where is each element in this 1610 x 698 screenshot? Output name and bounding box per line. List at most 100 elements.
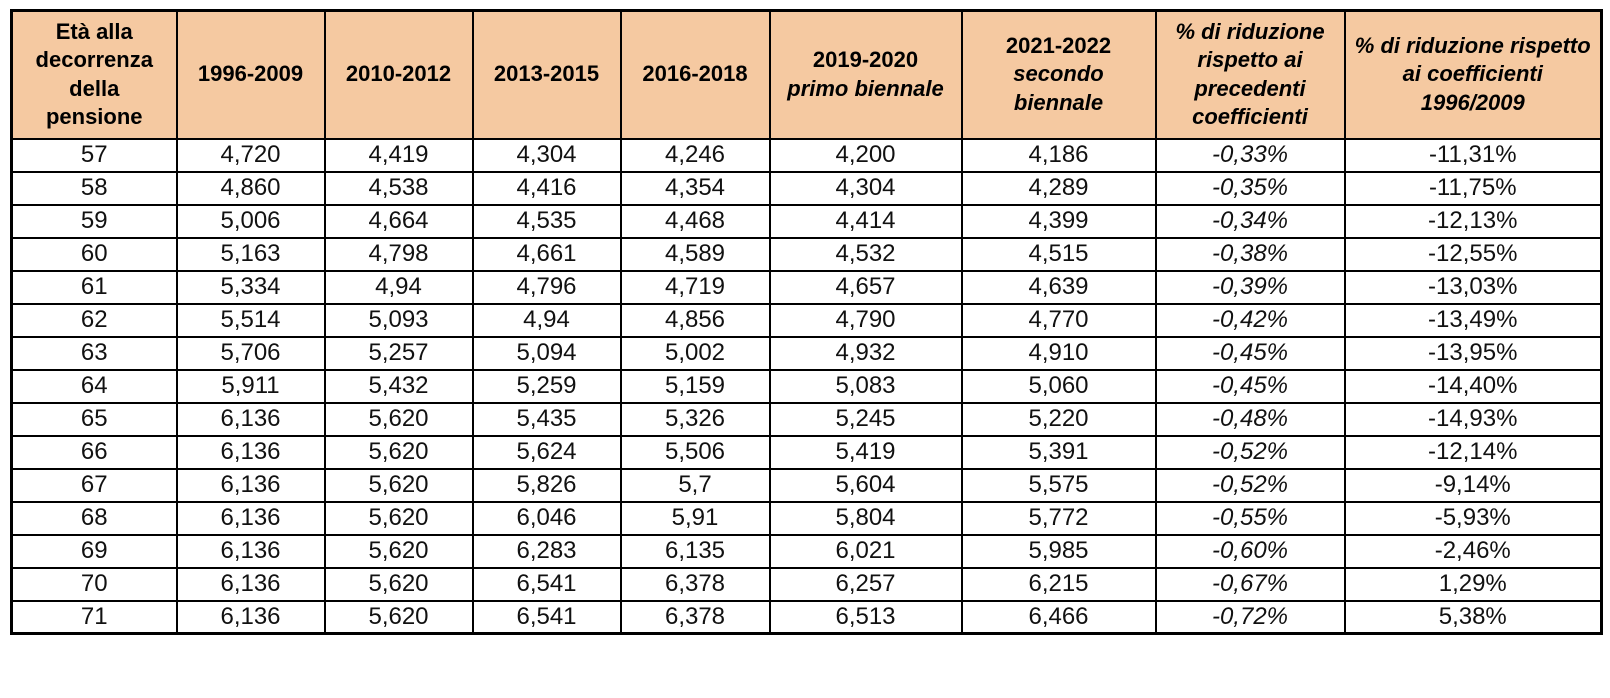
cell-c2013_2015: 4,796: [471, 269, 622, 305]
cell-eta: 69: [10, 533, 178, 569]
cell-rid_1996: -14,40%: [1343, 368, 1603, 404]
cell-rid_1996: -13,95%: [1343, 335, 1603, 371]
cell-c2021_2022: 4,399: [960, 203, 1157, 239]
column-header-label: 2021-2022: [1005, 32, 1112, 58]
cell-c2010_2012: 4,538: [323, 170, 474, 206]
table-row: 61 5,334 4,94 4,796 4,719 4,657 4,639 -0,39% -13…: [10, 269, 1603, 305]
column-header-c2021_2022: 2021-2022 secondo biennale: [960, 9, 1157, 140]
cell-eta: 58: [10, 170, 178, 206]
column-header-c2013_2015: 2013-2015: [471, 9, 622, 140]
cell-c2013_2015: 5,094: [471, 335, 622, 371]
table-row: 62 5,514 5,093 4,94 4,856 4,790 4,770 -0,42% -13…: [10, 302, 1603, 338]
cell-c1996_2009: 5,514: [175, 302, 326, 338]
cell-eta: 64: [10, 368, 178, 404]
cell-rid_prec: -0,38%: [1154, 236, 1346, 272]
cell-c2021_2022: 5,060: [960, 368, 1157, 404]
cell-c2010_2012: 5,620: [323, 467, 474, 503]
cell-eta: 70: [10, 566, 178, 602]
cell-c2010_2012: 5,620: [323, 599, 474, 635]
cell-rid_prec: -0,39%: [1154, 269, 1346, 305]
cell-eta: 66: [10, 434, 178, 470]
cell-c2019_2020: 6,021: [768, 533, 963, 569]
table-row: 68 6,136 5,620 6,046 5,91 5,804 5,772 -0,55% -5,…: [10, 500, 1603, 536]
cell-rid_1996: -2,46%: [1343, 533, 1603, 569]
cell-c1996_2009: 5,911: [175, 368, 326, 404]
cell-rid_1996: -14,93%: [1343, 401, 1603, 437]
column-header-label: % di riduzione rispetto ai precedenti co…: [1175, 18, 1325, 130]
column-header-sublabel: primo biennale: [787, 75, 944, 101]
cell-rid_1996: -13,03%: [1343, 269, 1603, 305]
cell-c2016_2018: 4,719: [619, 269, 771, 305]
cell-c1996_2009: 5,706: [175, 335, 326, 371]
table-row: 59 5,006 4,664 4,535 4,468 4,414 4,399 -0,34% -1…: [10, 203, 1603, 239]
cell-rid_prec: -0,52%: [1154, 434, 1346, 470]
cell-c2013_2015: 5,259: [471, 368, 622, 404]
cell-c2019_2020: 4,414: [768, 203, 963, 239]
cell-c2019_2020: 4,200: [768, 137, 963, 173]
cell-c2019_2020: 6,257: [768, 566, 963, 602]
cell-c2010_2012: 5,620: [323, 434, 474, 470]
cell-eta: 65: [10, 401, 178, 437]
cell-eta: 71: [10, 599, 178, 635]
pension-coefficients-table: Età alla decorrenza della pensione 1996-2…: [10, 9, 1603, 635]
cell-c1996_2009: 6,136: [175, 566, 326, 602]
cell-rid_1996: -12,55%: [1343, 236, 1603, 272]
cell-c2013_2015: 4,304: [471, 137, 622, 173]
cell-c2021_2022: 5,391: [960, 434, 1157, 470]
column-header-eta: Età alla decorrenza della pensione: [10, 9, 178, 140]
cell-c2019_2020: 5,804: [768, 500, 963, 536]
cell-rid_prec: -0,42%: [1154, 302, 1346, 338]
cell-c2019_2020: 5,245: [768, 401, 963, 437]
cell-c2019_2020: 4,790: [768, 302, 963, 338]
cell-rid_prec: -0,33%: [1154, 137, 1346, 173]
cell-rid_1996: 1,29%: [1343, 566, 1603, 602]
cell-rid_prec: -0,34%: [1154, 203, 1346, 239]
cell-c2013_2015: 5,435: [471, 401, 622, 437]
cell-c2016_2018: 4,354: [619, 170, 771, 206]
cell-c2010_2012: 5,620: [323, 533, 474, 569]
cell-c2013_2015: 4,416: [471, 170, 622, 206]
cell-c2016_2018: 5,91: [619, 500, 771, 536]
cell-rid_prec: -0,48%: [1154, 401, 1346, 437]
cell-c2016_2018: 5,159: [619, 368, 771, 404]
cell-c2010_2012: 5,620: [323, 500, 474, 536]
cell-c2016_2018: 4,856: [619, 302, 771, 338]
cell-c2021_2022: 6,215: [960, 566, 1157, 602]
cell-c2021_2022: 4,639: [960, 269, 1157, 305]
cell-c2013_2015: 6,046: [471, 500, 622, 536]
column-header-label: 2016-2018: [642, 61, 748, 87]
cell-rid_prec: -0,55%: [1154, 500, 1346, 536]
cell-c1996_2009: 6,136: [175, 401, 326, 437]
column-header-label: 2019-2020: [812, 47, 919, 73]
cell-c2016_2018: 4,589: [619, 236, 771, 272]
cell-rid_prec: -0,52%: [1154, 467, 1346, 503]
cell-c2010_2012: 5,432: [323, 368, 474, 404]
cell-c1996_2009: 5,006: [175, 203, 326, 239]
cell-eta: 68: [10, 500, 178, 536]
cell-eta: 67: [10, 467, 178, 503]
column-header-c2016_2018: 2016-2018: [619, 9, 771, 140]
column-header-label: 2013-2015: [493, 61, 600, 87]
cell-c2019_2020: 5,604: [768, 467, 963, 503]
cell-c2013_2015: 6,541: [471, 599, 622, 635]
cell-c2016_2018: 6,135: [619, 533, 771, 569]
column-header-c2010_2012: 2010-2012: [323, 9, 474, 140]
table-row: 63 5,706 5,257 5,094 5,002 4,932 4,910 -0,45% -1…: [10, 335, 1603, 371]
cell-c2021_2022: 5,772: [960, 500, 1157, 536]
cell-c2010_2012: 4,419: [323, 137, 474, 173]
cell-rid_prec: -0,67%: [1154, 566, 1346, 602]
table-row: 58 4,860 4,538 4,416 4,354 4,304 4,289 -0,35% -1…: [10, 170, 1603, 206]
table-row: 70 6,136 5,620 6,541 6,378 6,257 6,215 -0,67% 1,…: [10, 566, 1603, 602]
cell-c1996_2009: 6,136: [175, 467, 326, 503]
column-header-c2019_2020: 2019-2020 primo biennale: [768, 9, 963, 140]
cell-eta: 63: [10, 335, 178, 371]
cell-c2010_2012: 5,620: [323, 401, 474, 437]
cell-c2013_2015: 4,661: [471, 236, 622, 272]
cell-c2010_2012: 4,94: [323, 269, 474, 305]
cell-c2019_2020: 5,419: [768, 434, 963, 470]
table-header: Età alla decorrenza della pensione 1996-2…: [10, 9, 1603, 140]
table-row: 57 4,720 4,419 4,304 4,246 4,200 4,186 -0,33% -1…: [10, 137, 1603, 173]
cell-eta: 60: [10, 236, 178, 272]
cell-rid_1996: -12,13%: [1343, 203, 1603, 239]
cell-c2016_2018: 4,468: [619, 203, 771, 239]
